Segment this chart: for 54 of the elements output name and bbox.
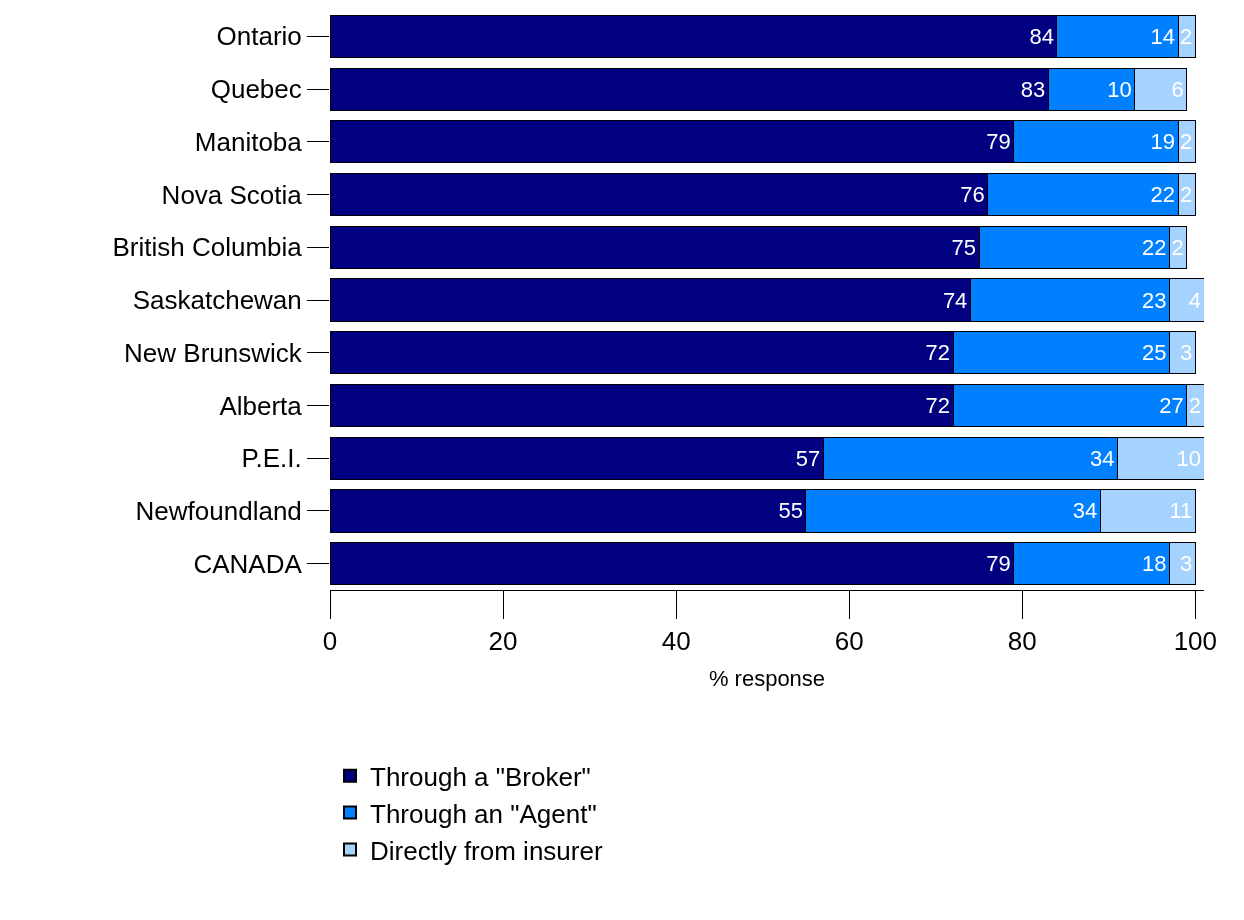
data-label: 10	[1176, 445, 1201, 471]
y-tick-label: Newfoundland	[135, 496, 302, 527]
data-label: 34	[1072, 498, 1098, 524]
data-label: 55	[778, 498, 803, 524]
x-tick-label: 60	[834, 626, 864, 657]
y-tick-label: CANADA	[193, 548, 303, 579]
x-tick-label: 80	[1007, 626, 1037, 657]
data-label: 23	[1141, 287, 1167, 313]
legend-label: Directly from insurer	[370, 835, 603, 866]
x-tick-label: 20	[488, 626, 518, 657]
x-tick-label: 100	[1173, 626, 1218, 657]
data-label: 57	[795, 445, 821, 471]
y-tick-label: Alberta	[219, 390, 303, 421]
data-label: 19	[1150, 129, 1176, 155]
data-label: 27	[1159, 392, 1184, 418]
y-tick-label: New Brunswick	[124, 337, 303, 368]
x-tick-label: 0	[322, 626, 338, 657]
data-label: 22	[1141, 234, 1167, 260]
data-label: 34	[1089, 445, 1115, 471]
data-label: 22	[1150, 182, 1176, 208]
data-label: 3	[1180, 551, 1193, 577]
data-label: 75	[951, 234, 977, 260]
data-label: 74	[942, 287, 968, 313]
data-label: 2	[1188, 392, 1201, 418]
data-label: 2	[1180, 182, 1193, 208]
data-label: 3	[1180, 340, 1193, 366]
data-label: 4	[1188, 287, 1201, 313]
y-tick-label: Quebec	[210, 74, 302, 105]
data-label: 84	[1029, 23, 1054, 49]
y-tick-label: Nova Scotia	[161, 179, 303, 210]
data-label: 10	[1107, 76, 1132, 102]
legend-label: Through an "Agent"	[370, 798, 597, 829]
data-label: 79	[986, 551, 1011, 577]
x-axis-title: % response	[708, 666, 826, 692]
data-label: 2	[1180, 23, 1193, 49]
data-label: 72	[925, 340, 951, 366]
data-label: 79	[986, 129, 1011, 155]
y-tick-label: P.E.I.	[241, 443, 302, 474]
data-label: 83	[1020, 76, 1046, 102]
y-tick-label: Manitoba	[194, 126, 303, 157]
data-label: 72	[925, 392, 951, 418]
y-tick-label: Ontario	[216, 21, 302, 52]
x-tick-label: 40	[661, 626, 691, 657]
data-label: 14	[1150, 23, 1176, 49]
data-label: 18	[1141, 551, 1167, 577]
data-label: 6	[1171, 76, 1184, 102]
data-label: 25	[1141, 340, 1167, 366]
data-label: 2	[1180, 129, 1193, 155]
data-label: 76	[960, 182, 985, 208]
y-tick-label: British Columbia	[112, 232, 303, 263]
data-label: 11	[1169, 498, 1193, 524]
legend-label: Through a "Broker"	[370, 761, 591, 792]
data-label: 2	[1171, 234, 1184, 260]
y-tick-label: Saskatchewan	[132, 285, 302, 316]
